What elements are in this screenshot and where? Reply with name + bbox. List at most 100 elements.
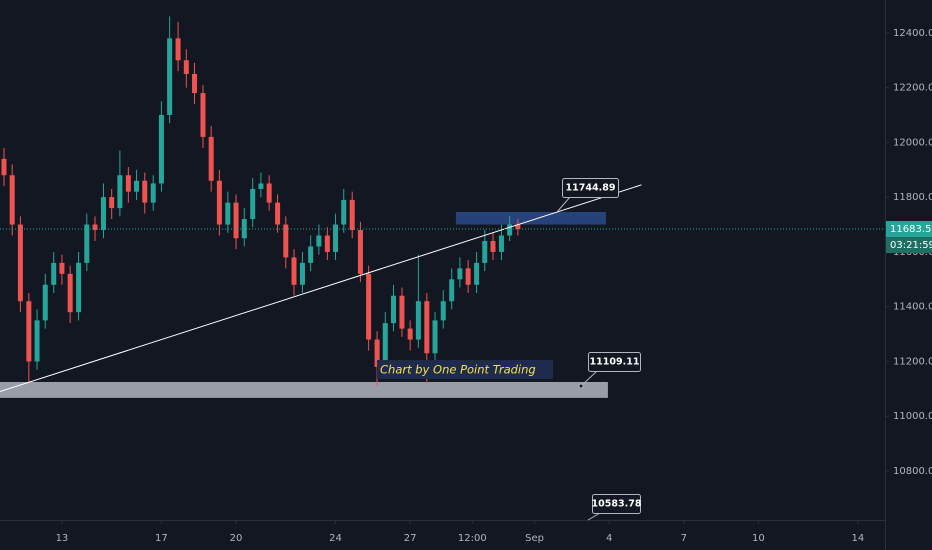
y-tick-label: 12200.00 (893, 83, 932, 94)
candle-body (200, 93, 206, 137)
candle-body (59, 262, 65, 274)
zone (455, 211, 606, 225)
candle-body (390, 295, 396, 324)
y-tick-label: 11800.00 (893, 192, 932, 203)
candle-body (432, 320, 438, 354)
y-tick-label: 11400.00 (893, 302, 932, 313)
watermark: Chart by One Point Trading (380, 363, 536, 377)
candle-body (150, 183, 156, 203)
trendline (0, 184, 642, 393)
candle-body (399, 295, 405, 329)
candle-body (117, 175, 123, 209)
countdown-box (886, 237, 932, 254)
candle-body (34, 320, 40, 362)
x-tick-label: Sep (525, 533, 544, 544)
x-tick-label: 12:00 (458, 533, 487, 544)
candle-body (415, 301, 421, 340)
callout-leader (556, 196, 571, 213)
callout: 11109.11 (590, 357, 640, 368)
x-tick-label: 4 (606, 533, 612, 544)
y-tick-label: 12400.00 (893, 28, 932, 39)
x-tick-label: 7 (681, 533, 687, 544)
candle-body (51, 262, 57, 285)
y-tick-label: 11200.00 (893, 356, 932, 367)
callout-box (588, 352, 641, 372)
candle-body (1, 158, 7, 176)
x-tick-label: 17 (155, 533, 168, 544)
candle-body (449, 279, 455, 302)
candle-body (316, 235, 322, 247)
candle-body (457, 268, 463, 280)
candle-body (167, 38, 173, 116)
candle-body (76, 262, 82, 313)
callout-leader (580, 371, 597, 387)
candle-body (109, 197, 115, 209)
plot-area (0, 16, 885, 398)
candle-body (357, 230, 363, 274)
x-tick-label: 14 (852, 533, 865, 544)
candle-body (183, 60, 189, 74)
candle-body (283, 224, 289, 258)
candle-body (142, 180, 148, 203)
candle-body (374, 339, 380, 367)
candle-body (266, 183, 272, 203)
callout-anchor (578, 383, 584, 389)
candle-body (474, 262, 480, 285)
last-price-box (886, 221, 932, 238)
axes: 10800.0011000.0011200.0011400.0011600.00… (56, 28, 932, 544)
candle-body (175, 38, 181, 61)
candle-body (84, 224, 90, 263)
watermark-box (377, 360, 553, 379)
candle-body (291, 257, 297, 285)
callout-leader (587, 512, 601, 521)
candle-body (241, 219, 247, 239)
callout-box (562, 178, 619, 198)
candle-body (490, 240, 496, 252)
candle-body (275, 202, 281, 225)
y-tick-label: 10800.00 (893, 466, 932, 477)
candle-body (407, 328, 413, 340)
candle-body (216, 180, 222, 225)
candle-body (424, 301, 430, 354)
candle-body (382, 323, 388, 367)
candle-body (465, 268, 471, 285)
callout: 10583.78 (592, 499, 642, 510)
zone (0, 381, 608, 398)
x-tick-label: 27 (404, 533, 417, 544)
candle-body (440, 301, 446, 321)
candle-body (26, 301, 32, 362)
candle-body (308, 246, 314, 263)
candle-body (482, 240, 488, 263)
x-tick-label: 10 (752, 533, 765, 544)
candle-body (92, 224, 98, 231)
candle-body (324, 235, 330, 252)
x-tick-label: 13 (56, 533, 69, 544)
candle-body (515, 224, 521, 230)
candle-body (498, 235, 504, 252)
last-price-label: 11683.53 (890, 224, 932, 235)
candle-body (225, 202, 231, 225)
candle-body (233, 202, 239, 239)
candle-body (258, 183, 264, 189)
callout: 11744.89 (566, 183, 616, 194)
candle-body (507, 224, 513, 236)
candle-body (250, 188, 256, 220)
candle-body (42, 284, 48, 321)
candle-body (366, 273, 372, 340)
candle-body (158, 115, 164, 184)
candle-body (208, 136, 214, 181)
callout-box (592, 494, 641, 514)
x-tick-label: 24 (329, 533, 342, 544)
candle-body (67, 273, 73, 313)
candle-body (134, 180, 140, 192)
candle-body (299, 262, 305, 285)
candle-body (9, 175, 15, 225)
y-tick-label: 11000.00 (893, 411, 932, 422)
candle-body (125, 175, 131, 192)
candle-body (192, 73, 198, 94)
candle-body (349, 199, 355, 231)
candle-body (341, 199, 347, 225)
y-tick-label: 12000.00 (893, 137, 932, 148)
candle-body (17, 224, 23, 302)
